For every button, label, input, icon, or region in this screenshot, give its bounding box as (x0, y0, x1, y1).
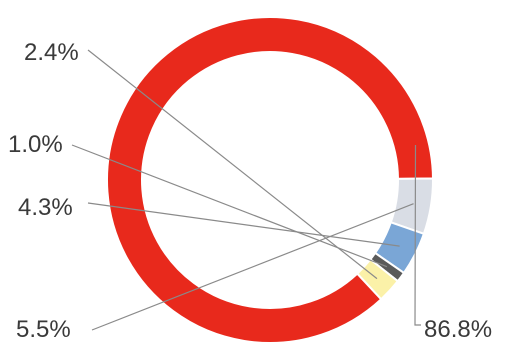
leader-lines-layer (71, 49, 421, 331)
leader-line-86-8 (414, 144, 421, 326)
labels-layer: 86.8% 5.5% 4.3% 1.0% 2.4% (8, 39, 492, 343)
leader-line-2-4 (87, 49, 378, 280)
slice-label-2-4: 2.4% (24, 39, 79, 66)
donut-slice-86-8 (106, 16, 435, 344)
leader-line-4-3 (87, 202, 400, 247)
slice-label-86-8: 86.8% (424, 316, 492, 343)
donut-slice-2-4 (355, 258, 400, 301)
slice-label-4-3: 4.3% (18, 194, 73, 221)
slice-label-1-0: 1.0% (8, 131, 63, 158)
leader-line-5-5 (91, 203, 414, 331)
slice-label-5-5: 5.5% (16, 316, 71, 343)
slices-layer (106, 16, 435, 344)
leader-line-1 (71, 144, 388, 268)
